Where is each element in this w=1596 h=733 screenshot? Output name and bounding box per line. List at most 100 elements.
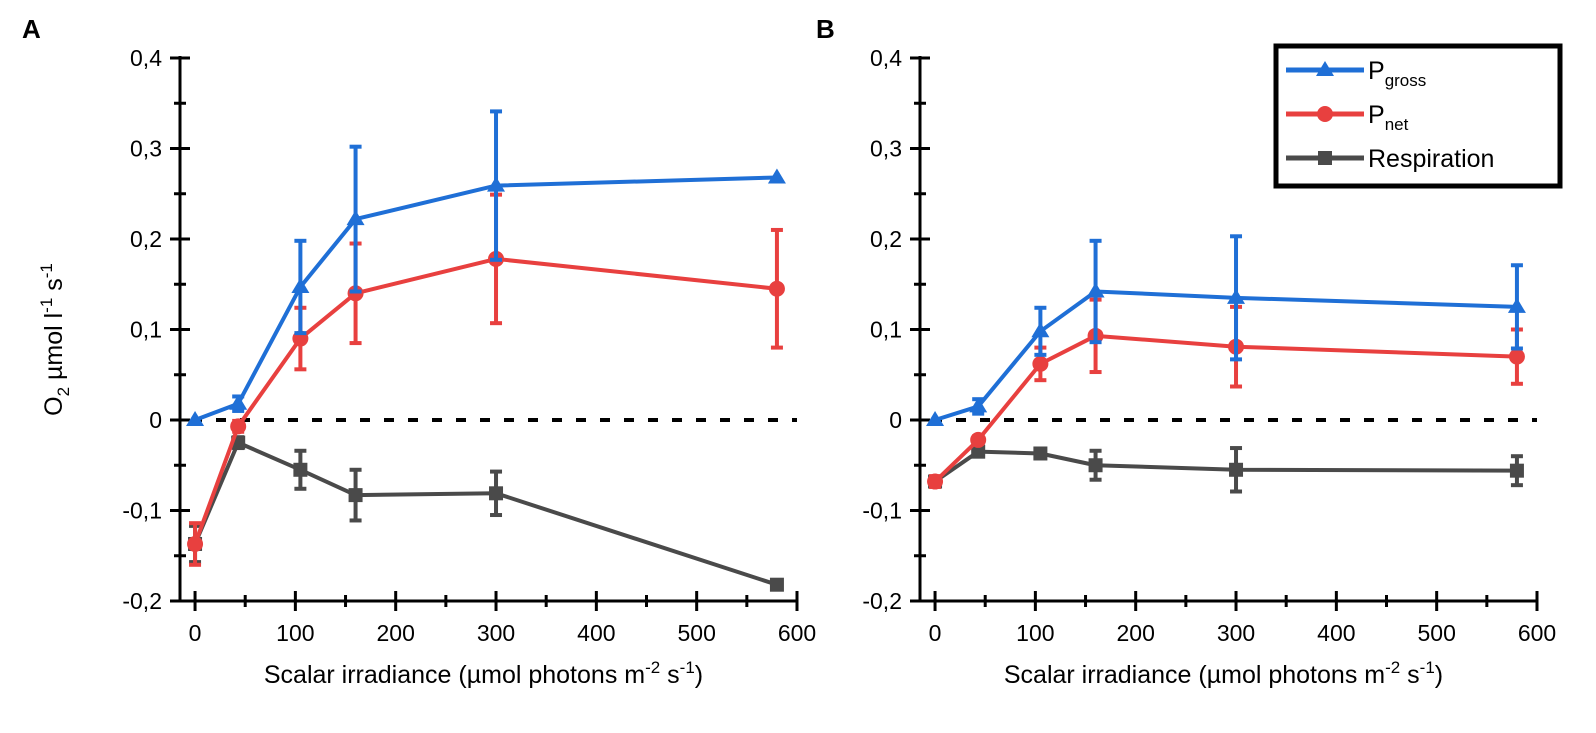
- panel-b-x-title: Scalar irradiance (µmol photons m-2 s-1): [1004, 658, 1443, 689]
- pgross-marker: [969, 397, 988, 413]
- panel-b: B -0,2 -0,1 0 0,1 0,2 0,3 0,4 0 100 200 300 400 500 60…: [816, 14, 1563, 689]
- y-title-sup: -1: [37, 263, 56, 278]
- pgross-marker: [346, 210, 365, 226]
- pgross-marker: [291, 277, 310, 293]
- respiration-marker: [1229, 462, 1244, 477]
- panel-a-xtick-label: 500: [677, 620, 715, 646]
- pgross-marker: [767, 168, 786, 184]
- pgross-line: [194, 175, 777, 422]
- pnet-marker: [1508, 348, 1525, 365]
- x-title-text: Scalar irradiance (µmol photons m: [1004, 661, 1385, 689]
- pnet-marker: [1032, 355, 1049, 372]
- pgross-line: [934, 289, 1517, 422]
- panel-b-ytick-label: 0,1: [870, 317, 902, 343]
- pgross-marker: [1031, 322, 1050, 338]
- panel-a: A -0,2 -0,1 0 0,1 0,2 0,3 0,4 0 100 200 300 400 500 60…: [22, 14, 816, 689]
- respiration-marker: [348, 488, 363, 503]
- panel-a-x-title: Scalar irradiance (µmol photons m-2 s-1): [264, 658, 703, 689]
- panel-a-xtick-label: 300: [477, 620, 515, 646]
- pnet-marker: [187, 535, 204, 552]
- panel-a-y-title: O2 µmol l-1 s-1: [37, 263, 73, 416]
- panel-a-xtick-label: 100: [276, 620, 314, 646]
- panel-b-xtick-label: 500: [1417, 620, 1455, 646]
- y-title-text: O: [40, 396, 68, 415]
- panel-a-ytick-label: 0,2: [130, 226, 162, 252]
- pnet-marker: [230, 418, 247, 435]
- panel-a-ytick-label: 0,3: [130, 136, 162, 162]
- pgross-marker: [186, 411, 205, 426]
- panel-a-label: A: [22, 14, 41, 44]
- respiration-marker: [1509, 463, 1524, 478]
- panel-a-xtick-label: 0: [189, 620, 202, 646]
- panel-b-xtick-label: 200: [1117, 620, 1155, 646]
- panel-a-xtick-label: 200: [377, 620, 415, 646]
- respiration-marker: [293, 462, 308, 477]
- x-title-sup: -2: [1385, 658, 1400, 677]
- panel-a-ytick-label: -0,2: [122, 588, 162, 614]
- panel-b-series-pgross: [926, 234, 1526, 426]
- legend-pgross-marker: [1316, 61, 1334, 76]
- x-title-sup: -1: [1420, 658, 1435, 677]
- panel-b-xtick-label: 400: [1317, 620, 1355, 646]
- respiration-line: [933, 449, 1517, 484]
- panel-b-ytick-label: 0,3: [870, 136, 902, 162]
- panel-a-series-pgross: [186, 109, 786, 426]
- x-title-text: ): [1435, 661, 1443, 689]
- panel-a-ytick-label: -0,1: [122, 498, 162, 524]
- pnet-marker: [768, 280, 785, 297]
- legend-respiration-marker: [1318, 151, 1332, 165]
- pnet-marker: [970, 431, 987, 448]
- pgross-marker: [1507, 297, 1526, 313]
- panel-b-xtick-label: 300: [1217, 620, 1255, 646]
- pgross-marker: [487, 176, 506, 192]
- legend-pnet-label: Pnet: [1368, 101, 1409, 134]
- pgross-marker: [229, 394, 248, 410]
- y-title-sup: -1: [37, 298, 56, 313]
- panel-b-label: B: [816, 14, 835, 44]
- x-title-text: s: [660, 661, 679, 689]
- pgross-marker: [1086, 282, 1105, 298]
- legend-label-sub: gross: [1385, 71, 1427, 90]
- panel-b-ytick-label: 0: [889, 407, 902, 433]
- x-title-text: s: [1400, 661, 1419, 689]
- x-title-text: ): [695, 661, 703, 689]
- legend-respiration-label: Respiration: [1368, 145, 1494, 173]
- panel-b-ytick-label: -0,2: [862, 588, 902, 614]
- pgross-marker: [1227, 288, 1246, 304]
- panel-a-series-pnet: [187, 192, 785, 567]
- panel-a-xtick-label: 600: [778, 620, 816, 646]
- panel-b-xtick-label: 0: [929, 620, 942, 646]
- respiration-marker: [1088, 458, 1103, 473]
- pnet-marker: [927, 473, 944, 490]
- respiration-marker: [1033, 446, 1048, 461]
- y-title-text: µmol l: [40, 313, 68, 387]
- panel-a-ytick-label: 0,1: [130, 317, 162, 343]
- legend-label-main: P: [1368, 101, 1385, 129]
- x-title-sup: -1: [680, 658, 695, 677]
- panel-b-ytick-label: 0,4: [870, 45, 902, 71]
- pnet-line: [193, 256, 778, 545]
- panel-b-ytick-label: -0,1: [862, 498, 902, 524]
- pnet-line: [933, 333, 1518, 483]
- y-title-sub: 2: [54, 387, 73, 396]
- legend-pnet-marker: [1317, 106, 1333, 122]
- respiration-marker: [489, 486, 504, 501]
- y-title-text: s: [40, 278, 68, 297]
- legend-label-main: Respiration: [1368, 145, 1494, 173]
- panel-a-xtick-label: 400: [577, 620, 615, 646]
- panel-b-series-pnet: [927, 297, 1525, 490]
- panel-b-series-respiration: [928, 444, 1524, 494]
- legend: Pgross Pnet Respiration: [1273, 43, 1563, 189]
- panel-a-ytick-label: 0: [149, 407, 162, 433]
- panel-b-xtick-label: 100: [1016, 620, 1054, 646]
- panel-a-ytick-label: 0,4: [130, 45, 162, 71]
- respiration-marker: [971, 444, 986, 459]
- panel-b-xtick-label: 600: [1518, 620, 1556, 646]
- respiration-line: [193, 440, 778, 587]
- panel-b-ytick-label: 0,2: [870, 226, 902, 252]
- panel-a-series-respiration: [188, 435, 784, 592]
- x-title-sup: -2: [645, 658, 660, 677]
- respiration-marker: [769, 577, 784, 592]
- legend-label-main: P: [1368, 57, 1385, 85]
